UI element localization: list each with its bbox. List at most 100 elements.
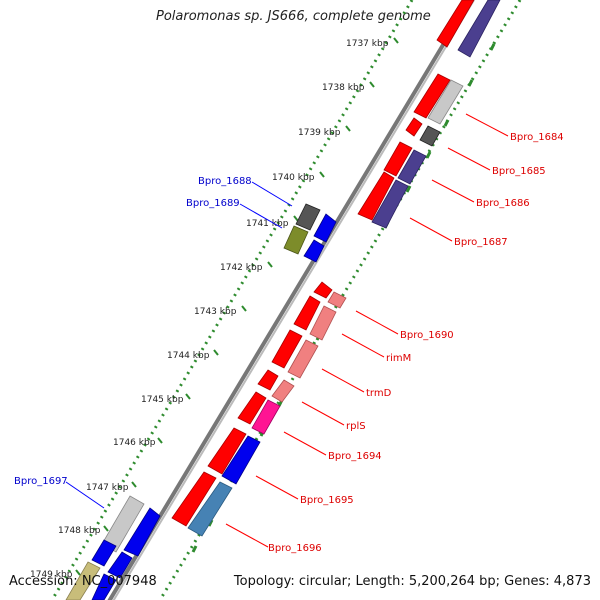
label-bpro-1684[interactable]: Bpro_1684: [510, 132, 564, 143]
tick-label-1744: 1744 kbp: [167, 351, 210, 361]
tick-label-1743: 1743 kbp: [194, 307, 237, 317]
gene-trmd-pink[interactable]: [287, 339, 319, 379]
gene-bpro-1695-red[interactable]: [207, 427, 247, 475]
leader-rimm: [341, 333, 385, 358]
gene-bpro-1690-red[interactable]: [313, 281, 333, 299]
gene-bpro-1688-blue[interactable]: [313, 213, 337, 243]
topology-text: Topology: circular; Length: 5,200,264 bp…: [233, 574, 591, 589]
scale-tick: [213, 349, 219, 356]
leader-rpls: [301, 401, 345, 426]
leader-bpro-1697: [65, 481, 105, 509]
tick-label-1746: 1746 kbp: [113, 438, 156, 448]
gene-rimm-red[interactable]: [293, 295, 321, 331]
gene-bpro-1685-dark[interactable]: [419, 125, 441, 147]
scale-tick: [319, 171, 325, 178]
gene-features-left: [65, 203, 337, 600]
scale-tick: [241, 305, 247, 312]
label-bpro-1686[interactable]: Bpro_1686: [476, 198, 530, 209]
track-tick: [467, 79, 474, 87]
gene-bpro-1696-steelblue[interactable]: [187, 481, 233, 537]
gene-bpro-1697-blue-c[interactable]: [107, 551, 133, 579]
scale-tick: [131, 481, 137, 488]
label-rpls[interactable]: rplS: [346, 421, 366, 432]
leader-bpro-1696: [225, 523, 269, 548]
label-bpro-1688[interactable]: Bpro_1688: [198, 176, 252, 187]
gene-bpro-1686-red[interactable]: [383, 141, 413, 177]
gene-bpro-1694-magenta[interactable]: [251, 399, 281, 435]
gene-bpro-1697-blue-b[interactable]: [91, 539, 117, 567]
label-bpro-1697[interactable]: Bpro_1697: [14, 476, 68, 487]
tick-label-1748: 1748 kbp: [58, 526, 101, 536]
gene-bpro-1685-red[interactable]: [405, 117, 423, 137]
gene-bpro-1684-red[interactable]: [413, 73, 451, 119]
scale-tick: [185, 393, 191, 400]
gene-bpro-1697-gray[interactable]: [101, 495, 145, 553]
leader-bpro-1694: [283, 431, 327, 456]
label-bpro-1696[interactable]: Bpro_1696: [268, 543, 322, 554]
track-tick: [405, 185, 412, 193]
gene-bpro-1687-red[interactable]: [357, 171, 395, 221]
tick-label-1745: 1745 kbp: [141, 395, 184, 405]
gene-trmd-red[interactable]: [271, 329, 303, 369]
track-tick: [191, 545, 198, 553]
label-bpro-1695[interactable]: Bpro_1695: [300, 495, 354, 506]
gene-rpls-pink[interactable]: [271, 379, 295, 403]
tick-label-1740: 1740 kbp: [272, 173, 315, 183]
gene-bpro-1697-blue-a[interactable]: [123, 507, 161, 557]
gene-labels: Bpro_1684 Bpro_1685 Bpro_1686 Bpro_1687 …: [14, 132, 564, 554]
leader-bpro-1687: [409, 217, 453, 242]
tick-label-1739: 1739 kbp: [298, 128, 341, 138]
label-bpro-1694[interactable]: Bpro_1694: [328, 451, 382, 462]
gene-rpls-red[interactable]: [257, 369, 279, 391]
scale-tick: [157, 437, 163, 444]
leader-bpro-1689: [239, 203, 283, 229]
tick-label-1741: 1741 kbp: [246, 219, 289, 229]
genome-backbone-shadow: [112, 0, 475, 600]
gene-bpro-1684-gray[interactable]: [427, 79, 464, 125]
tick-label-1742: 1742 kbp: [220, 263, 263, 273]
leader-bpro-1690: [355, 310, 399, 335]
gene-rimm-pink[interactable]: [309, 305, 337, 341]
leader-trmd: [321, 368, 365, 393]
label-trmd[interactable]: trmD: [366, 388, 392, 399]
genome-backbone: [107, 0, 472, 600]
tick-label-1749: 1749 kbp: [30, 570, 73, 580]
scale-tick: [369, 81, 375, 88]
gene-bpro-1694-red[interactable]: [237, 391, 267, 425]
scale-tick: [103, 525, 109, 532]
label-bpro-1685[interactable]: Bpro_1685: [492, 166, 546, 177]
scale-tick: [293, 215, 299, 222]
accession-text: Accession: NC_007948: [9, 574, 157, 589]
gene-bpro-1697-blue-d[interactable]: [91, 573, 117, 600]
leader-bpro-1685: [447, 147, 491, 171]
scale-labels: 1737 kbp 1738 kbp 1739 kbp 1740 kbp 1741…: [30, 39, 389, 580]
label-bpro-1690[interactable]: Bpro_1690: [400, 330, 454, 341]
leader-bpro-1684: [465, 113, 509, 137]
tick-label-1738: 1738 kbp: [322, 83, 365, 93]
label-rimm[interactable]: rimM: [386, 353, 411, 364]
gene-bpro-1686-purple[interactable]: [397, 149, 427, 185]
leader-lines: [65, 113, 509, 548]
tick-label-1747: 1747 kbp: [86, 483, 129, 493]
gene-bpro-1689-blue[interactable]: [303, 239, 325, 263]
scale-tick: [75, 569, 81, 576]
gene-feature-top-red[interactable]: [436, 0, 475, 48]
gene-bpro-1688-dark[interactable]: [295, 203, 321, 231]
gene-bpro-1689-olive[interactable]: [283, 225, 309, 255]
leader-bpro-1688: [251, 181, 293, 207]
gene-bpro-1696-red[interactable]: [171, 471, 217, 527]
scale-tick: [345, 125, 351, 132]
track-tick: [425, 151, 432, 159]
track-tick: [489, 43, 496, 51]
gene-bpro-1695-blue[interactable]: [221, 435, 261, 485]
gene-bpro-1690-pink[interactable]: [327, 291, 347, 309]
gene-bpro-1697-khaki[interactable]: [65, 561, 101, 600]
gene-feature-top-purple[interactable]: [457, 0, 501, 58]
gene-bpro-1687-purple[interactable]: [371, 179, 409, 229]
label-bpro-1687[interactable]: Bpro_1687: [454, 237, 508, 248]
leader-bpro-1695: [255, 475, 299, 500]
gene-features: [171, 0, 501, 537]
label-bpro-1689[interactable]: Bpro_1689: [186, 198, 240, 209]
scale-tick: [267, 261, 273, 268]
